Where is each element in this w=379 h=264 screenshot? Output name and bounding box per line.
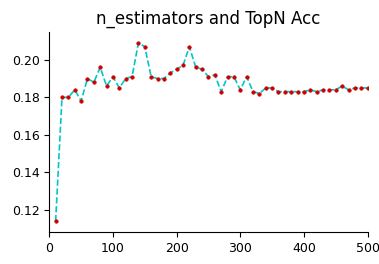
Title: n_estimators and TopN Acc: n_estimators and TopN Acc	[96, 9, 321, 28]
